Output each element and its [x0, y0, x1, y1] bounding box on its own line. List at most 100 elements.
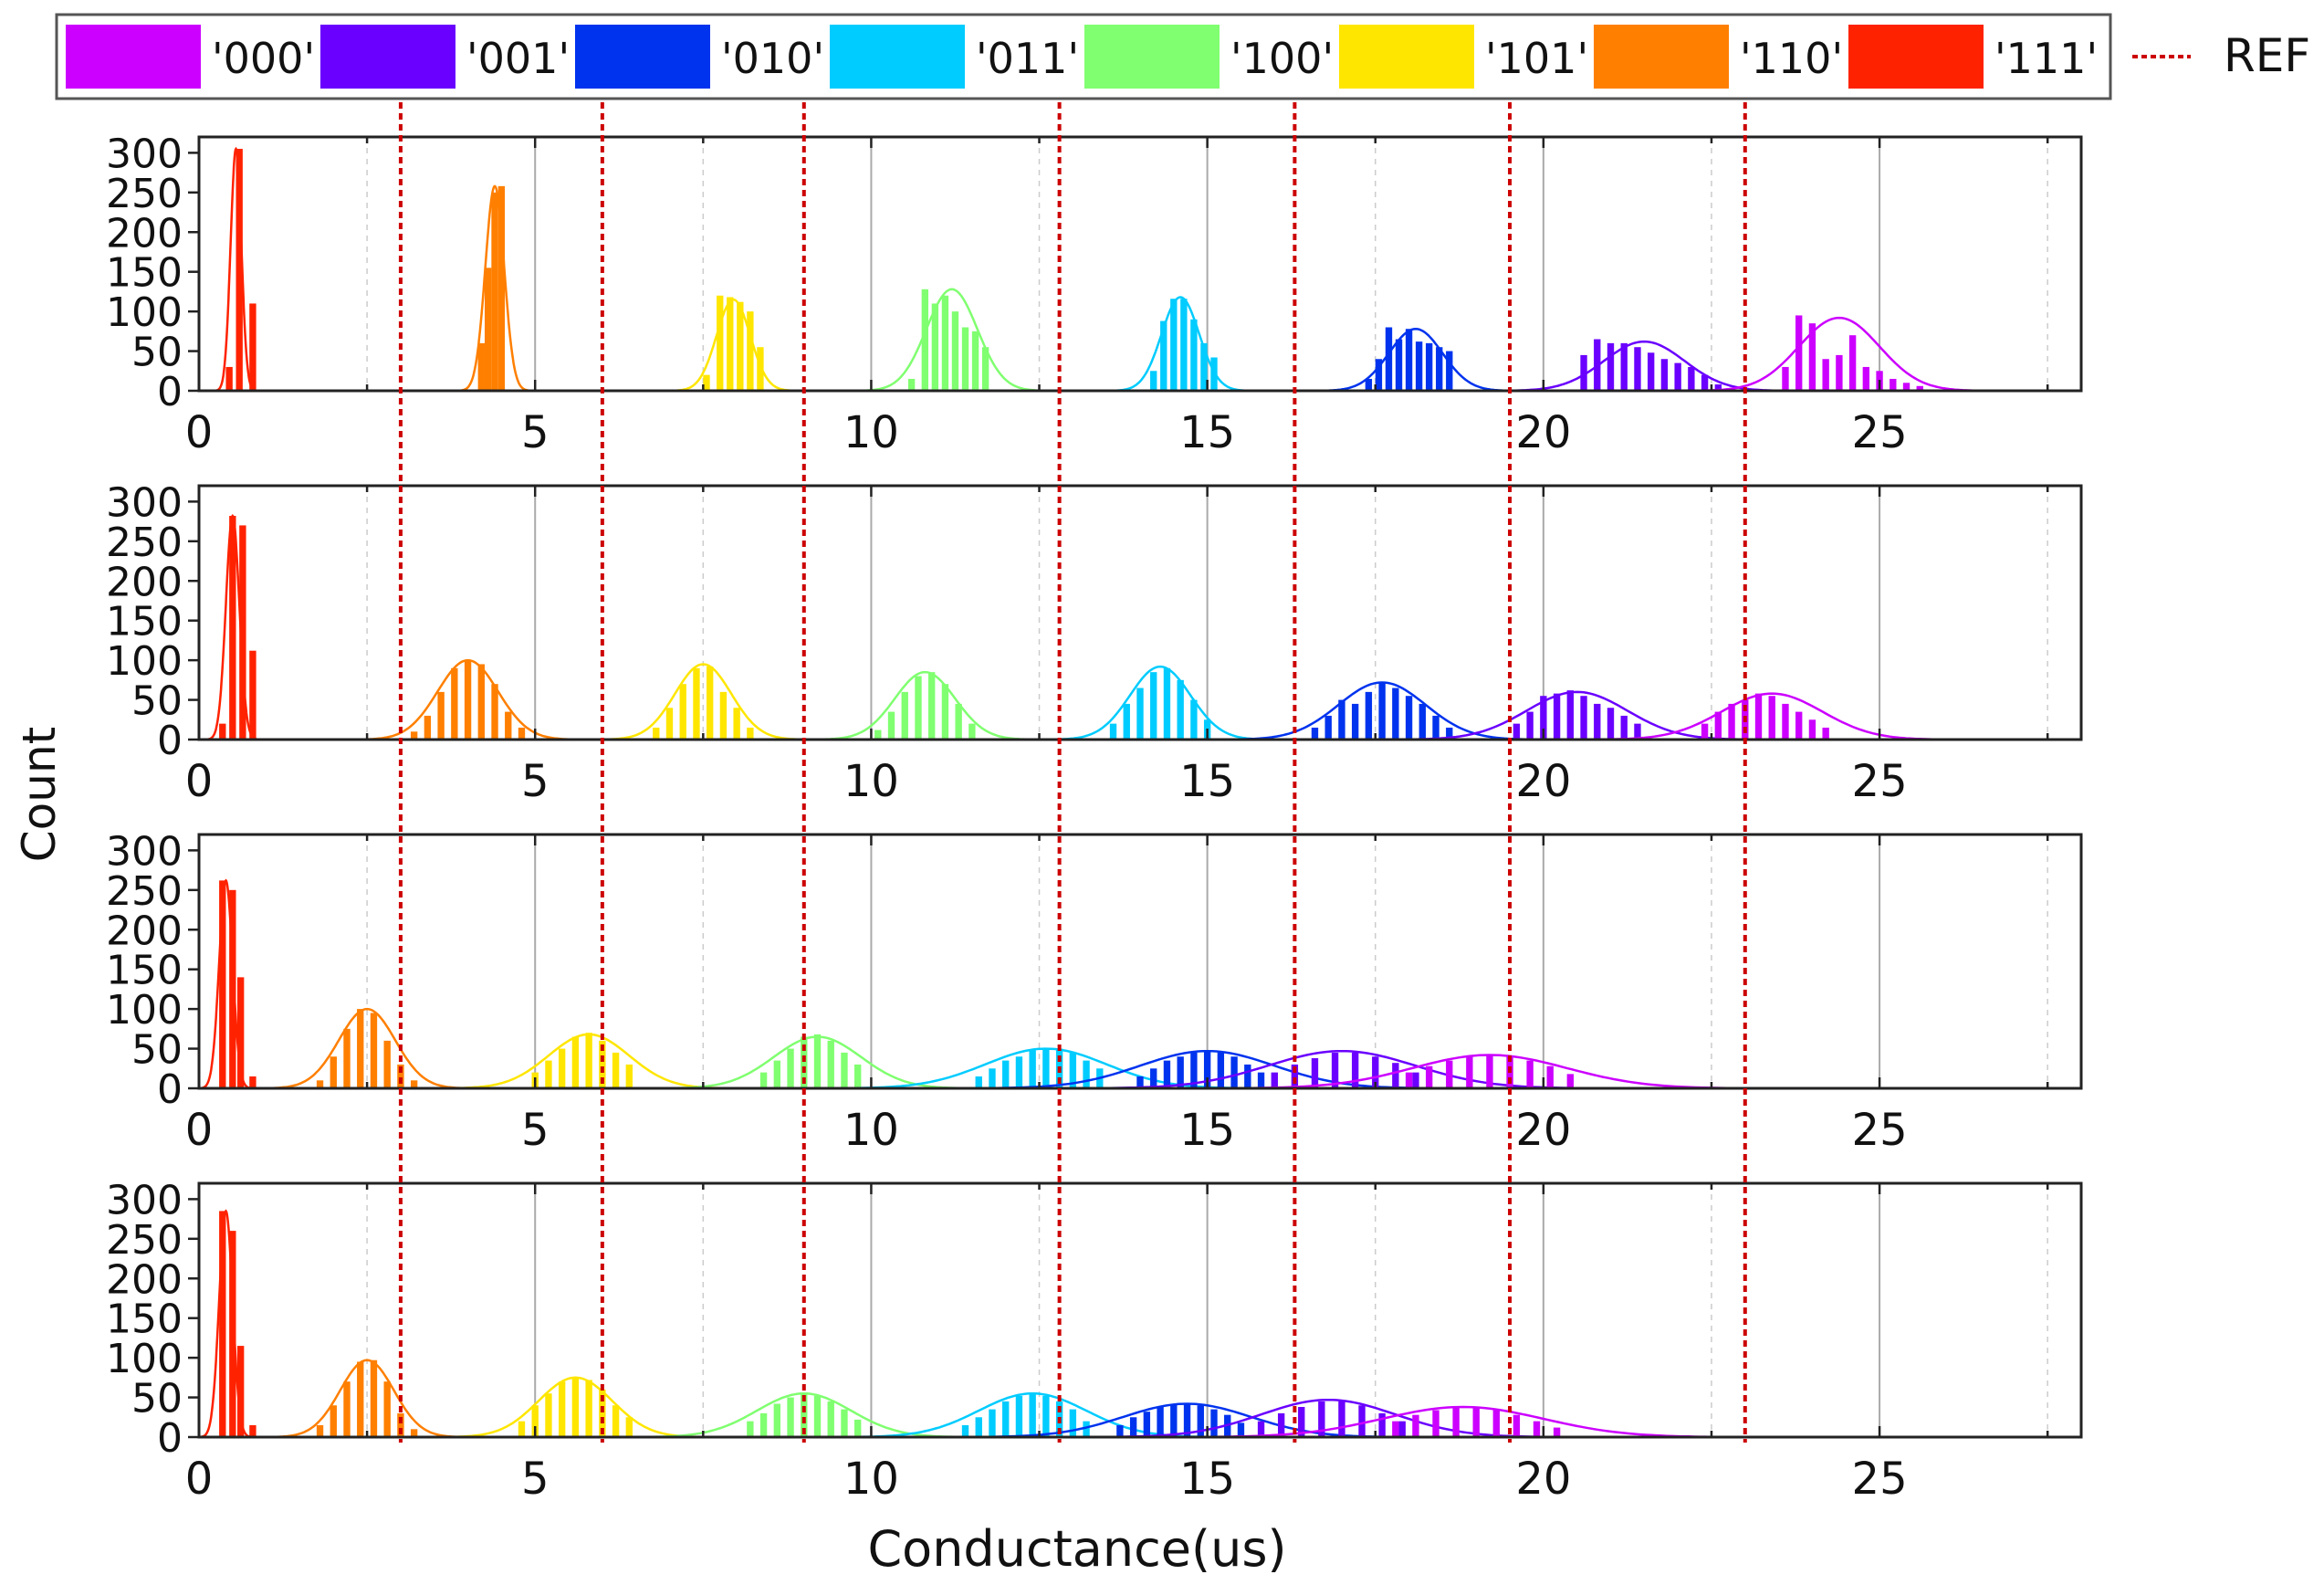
- histogram-bar: [1200, 342, 1208, 391]
- histogram-bar: [397, 1064, 404, 1088]
- histogram-bar: [1902, 383, 1910, 391]
- histogram-bar: [1768, 696, 1775, 740]
- histogram-bar: [410, 1429, 418, 1437]
- histogram-bar: [1634, 347, 1641, 391]
- histogram-bar: [1714, 384, 1722, 391]
- histogram-bar: [1513, 723, 1521, 740]
- histogram-bar: [1432, 1410, 1439, 1437]
- histogram-bar: [907, 378, 916, 391]
- histogram-bar: [981, 347, 989, 391]
- histogram-bar: [1257, 1072, 1265, 1088]
- histogram-bar: [1311, 1057, 1319, 1088]
- panel-frame: [197, 833, 2083, 1090]
- histogram-bar: [971, 331, 979, 391]
- histogram-bar: [239, 525, 246, 740]
- histogram-bar: [1042, 1048, 1050, 1088]
- histogram-bar: [961, 1424, 969, 1437]
- y-tick-label: 50: [131, 1027, 183, 1074]
- histogram-bar: [787, 1048, 794, 1088]
- ref-lines: [398, 102, 1747, 1443]
- histogram-bar: [1002, 1060, 1010, 1088]
- histogram-bar: [1452, 1406, 1460, 1437]
- histogram-bar: [1405, 696, 1413, 740]
- histogram-bar: [1412, 1414, 1419, 1437]
- y-tick-label: 0: [157, 1415, 183, 1462]
- histogram-bar: [236, 977, 245, 1088]
- histogram-bar: [1351, 1052, 1359, 1088]
- histogram-bar: [1338, 699, 1345, 740]
- histogram-bar: [397, 1412, 404, 1437]
- y-tick-label: 200: [106, 559, 183, 605]
- fit-curve: [643, 1035, 992, 1090]
- histogram-bar: [1701, 374, 1709, 391]
- panel-frame: [197, 135, 2083, 393]
- histogram-bar: [1533, 1421, 1541, 1437]
- histogram-bar: [1415, 341, 1423, 391]
- histogram-bar: [343, 1028, 351, 1088]
- histogram-bar: [989, 1068, 996, 1088]
- histogram-bar: [1795, 315, 1803, 391]
- histogram-bar: [1782, 703, 1789, 740]
- histogram-bar: [1351, 703, 1359, 740]
- series-110: [254, 1007, 480, 1090]
- histogram-bar: [719, 691, 728, 740]
- series-101: [427, 1033, 750, 1090]
- histogram-bar: [625, 1417, 633, 1437]
- y-tick-label: 250: [106, 868, 183, 915]
- histogram-bar: [1526, 711, 1534, 740]
- fit-curve: [803, 670, 1046, 741]
- y-tick-label: 50: [131, 330, 183, 376]
- histogram-bar: [1580, 354, 1587, 391]
- histogram-bar: [941, 684, 949, 740]
- histogram-bar: [747, 727, 754, 740]
- histogram-bar: [477, 664, 485, 740]
- histogram-bar: [827, 1401, 834, 1437]
- histogram-bar: [1385, 327, 1393, 391]
- histogram-bar: [612, 1052, 620, 1088]
- y-tick-label: 50: [131, 678, 183, 725]
- x-tick-label: 0: [185, 1454, 214, 1505]
- histogram-bar: [1392, 1421, 1399, 1437]
- histogram-bar: [1029, 1393, 1036, 1437]
- histogram-bar: [727, 297, 734, 391]
- histogram-bar: [1271, 1072, 1278, 1088]
- fit-curve: [199, 878, 253, 1090]
- histogram-bar: [1375, 359, 1383, 391]
- series-111: [199, 1209, 256, 1439]
- legend-swatch-7: [1848, 25, 1984, 89]
- histogram-bar: [1150, 672, 1157, 740]
- histogram-bar: [757, 347, 764, 391]
- histogram-bar: [1688, 366, 1695, 391]
- series-000: [1570, 692, 1974, 741]
- series-001: [1482, 339, 1806, 393]
- x-tick-label: 10: [843, 1105, 899, 1156]
- legend-label-1: '001': [466, 34, 570, 83]
- histogram-bar: [229, 1231, 236, 1437]
- histogram-bar: [558, 1381, 566, 1437]
- histogram-bar: [1069, 1409, 1077, 1437]
- legend-label-0: '000': [212, 34, 315, 83]
- histogram-bar: [531, 1405, 539, 1437]
- histogram-bar: [585, 1033, 592, 1088]
- series-011: [1039, 665, 1282, 741]
- fit-curve: [1104, 296, 1256, 393]
- histogram-bar: [545, 1393, 552, 1437]
- histogram-bar: [1378, 682, 1386, 740]
- histogram-bar: [1372, 1056, 1379, 1088]
- y-tick-label: 0: [157, 1066, 183, 1113]
- x-tick-label: 10: [843, 1454, 899, 1505]
- y-tick-label: 100: [106, 987, 183, 1034]
- histogram-bar: [1660, 359, 1669, 391]
- y-tick-label: 150: [106, 250, 183, 297]
- histogram-bar: [1728, 703, 1735, 740]
- histogram-bar: [1109, 723, 1117, 740]
- fit-curve: [254, 1007, 480, 1090]
- y-tick-label: 100: [106, 289, 183, 336]
- histogram-bar: [518, 1421, 526, 1437]
- histogram-bar: [827, 1040, 834, 1088]
- histogram-bar: [813, 1034, 822, 1088]
- histogram-bar: [518, 727, 526, 740]
- y-tick-label: 200: [106, 210, 183, 257]
- histogram-bar: [545, 1060, 552, 1088]
- histogram-bar: [1822, 359, 1829, 391]
